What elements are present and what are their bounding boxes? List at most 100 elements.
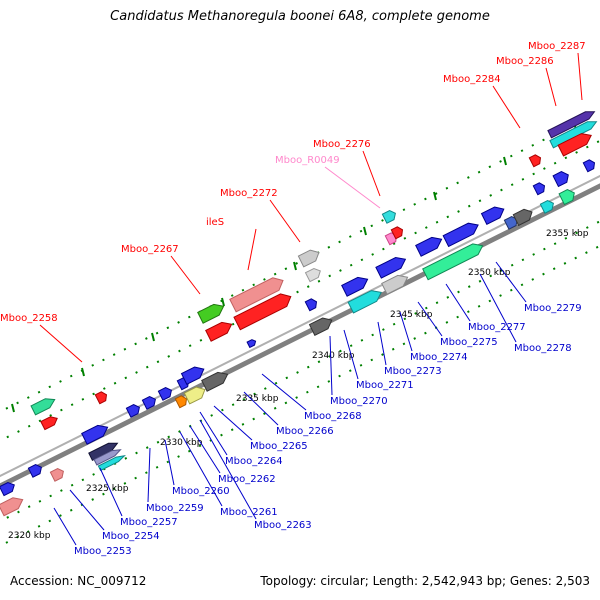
gene-block[interactable] [539,200,554,214]
gene-label-bottom: Mboo_2274 [410,352,468,363]
gene-block[interactable] [304,267,321,283]
label-leader [399,311,413,352]
label-leader [492,85,521,129]
gene-block[interactable] [201,371,229,392]
gene-block[interactable] [141,396,156,410]
gene-label-bottom: Mboo_2257 [120,517,178,528]
label-leader [269,199,301,243]
gene-block[interactable] [157,387,172,401]
gene-block[interactable] [390,226,404,240]
gene-label-bottom: Mboo_2253 [74,546,132,557]
gene-label-bottom: Mboo_2273 [384,366,442,377]
gene-block[interactable] [94,391,108,405]
gene-label-bottom: Mboo_2270 [330,396,388,407]
gene-block[interactable] [88,442,119,461]
label-leader [179,431,223,507]
gene-block[interactable] [422,243,484,281]
gene-block[interactable] [197,303,225,324]
gene-block[interactable] [381,274,409,295]
gene-block[interactable] [97,454,126,472]
gene-block[interactable] [415,236,443,257]
tick-mark [81,367,85,377]
gene-block[interactable] [27,464,42,478]
gene-block[interactable] [233,293,292,331]
label-leader [377,321,387,366]
scale-label: 2320 kbp [8,531,51,541]
label-leader [329,335,333,396]
label-leader [362,150,381,197]
gene-block[interactable] [229,277,284,313]
gene-block[interactable] [381,210,396,224]
gene-block[interactable] [180,366,205,385]
scale-label: 2355 kbp [546,229,589,239]
map-title: Candidatus Methanoregula boonei 6A8, com… [110,9,490,24]
tick-mark [433,191,437,201]
tick-mark [151,332,155,342]
gene-block[interactable] [547,111,596,139]
gene-block[interactable] [512,208,533,227]
gene-label-top: ileS [206,217,224,228]
gene-block[interactable] [0,481,15,497]
gene-label-bottom: Mboo_2275 [440,337,498,348]
label-leader [247,228,257,271]
gene-label-bottom: Mboo_2261 [220,507,278,518]
gene-label-top: Mboo_2284 [443,74,501,85]
gene-block[interactable] [30,398,56,416]
tick-mark [221,297,225,307]
gene-label-bottom: Mboo_2277 [468,322,526,333]
gene-label-bottom: Mboo_2265 [250,441,308,452]
track-guide-bottom-outer [5,244,600,544]
label-leader [199,419,257,520]
gene-block[interactable] [528,154,542,168]
label-leader [39,324,83,363]
label-leader [577,52,583,101]
gene-block[interactable] [0,497,24,517]
gene-block[interactable] [246,339,257,349]
label-leader [189,425,221,474]
gene-block[interactable] [480,206,505,225]
gene-block[interactable] [297,249,320,268]
gene-block[interactable] [558,189,575,206]
gene-block[interactable] [532,182,546,196]
track-guide-bottom-inner [0,220,600,523]
gene-label-top: Mboo_2287 [528,41,586,52]
gene-block[interactable] [375,256,407,279]
gene-block[interactable] [552,171,569,188]
gene-block[interactable] [341,276,369,297]
gene-block[interactable] [93,449,122,466]
gene-block[interactable] [49,468,64,482]
gene-block[interactable] [174,395,188,409]
gene-block[interactable] [183,386,206,405]
label-leader [445,283,471,322]
gene-block[interactable] [308,317,333,336]
gene-block[interactable] [205,321,233,342]
gene-label-top: Mboo_2258 [0,313,58,324]
gene-block[interactable] [81,424,109,445]
gene-block[interactable] [347,290,382,314]
label-leader [53,507,77,546]
gene-block[interactable] [549,121,598,149]
gene-block[interactable] [582,159,596,173]
tick-mark [503,156,507,166]
gene-block[interactable] [304,298,318,312]
gene-block[interactable] [125,404,140,418]
label-leader [99,467,123,517]
scale-label: 2325 kbp [86,484,129,494]
label-leader [324,166,381,209]
tick-mark [11,403,15,413]
scale-label: 2340 kbp [312,351,355,361]
gene-block[interactable] [40,416,58,431]
label-leader [147,447,151,503]
label-leader [243,391,279,426]
gene-block[interactable] [442,222,479,248]
label-leader [495,261,527,303]
label-leader [69,489,105,531]
track-guide-top-inner [0,139,600,442]
label-leader [479,273,517,343]
gene-label-bottom: Mboo_2263 [254,520,312,531]
label-leader [213,405,253,441]
gene-label-top: Mboo_2286 [496,56,554,67]
gene-block[interactable] [557,133,592,157]
